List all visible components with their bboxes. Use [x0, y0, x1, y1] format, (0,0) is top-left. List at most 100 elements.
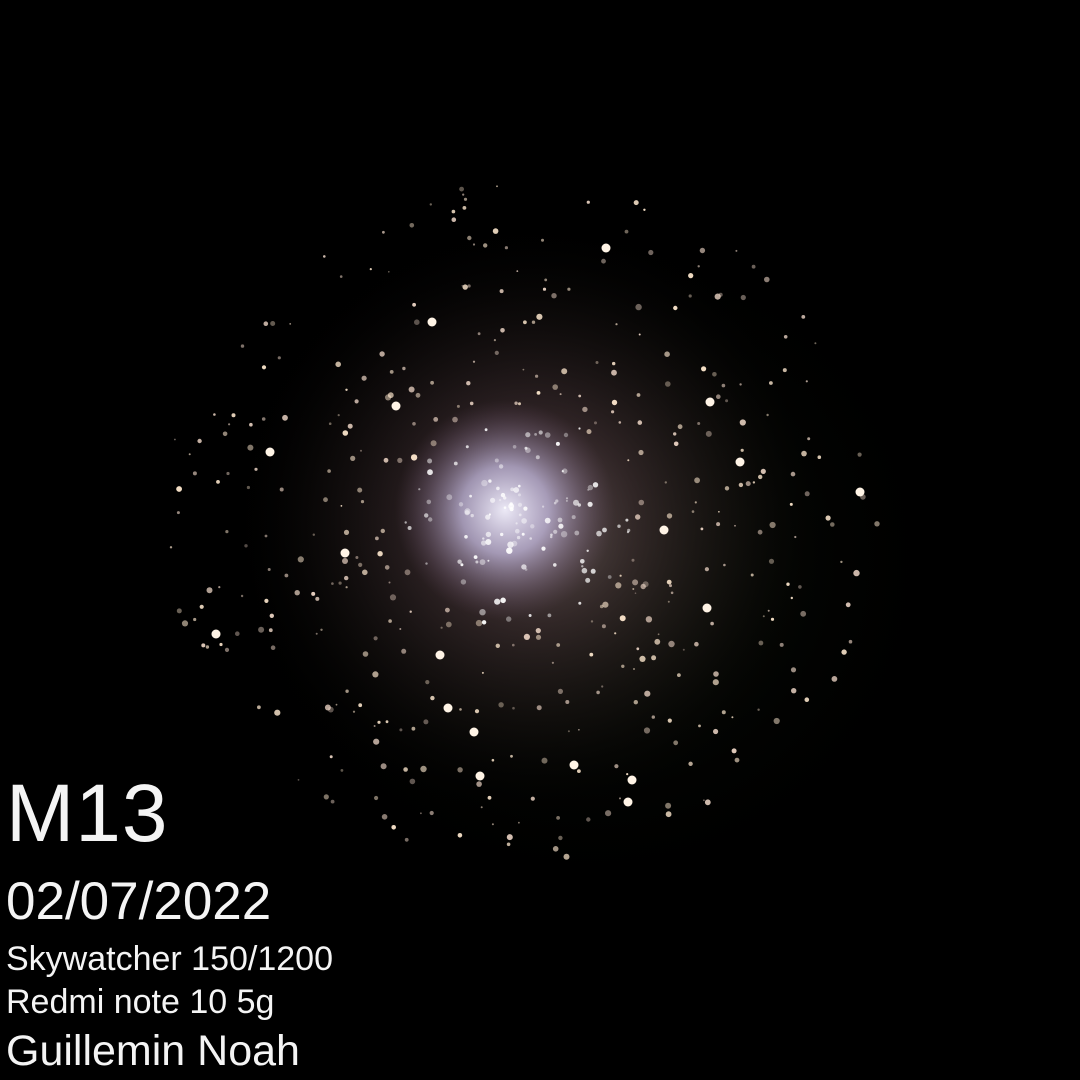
star	[451, 217, 457, 222]
star	[601, 685, 604, 688]
star	[618, 421, 622, 424]
star	[270, 645, 276, 650]
star	[547, 613, 552, 618]
star	[524, 446, 528, 450]
star	[714, 293, 721, 300]
star	[430, 440, 437, 447]
star	[551, 661, 555, 664]
star	[731, 748, 737, 754]
star	[559, 393, 562, 396]
star	[420, 812, 422, 815]
star	[804, 491, 810, 497]
star	[704, 799, 711, 806]
star	[382, 230, 385, 234]
star	[457, 767, 463, 773]
star	[456, 404, 460, 408]
star	[485, 531, 492, 538]
star	[783, 335, 788, 339]
star	[373, 725, 376, 727]
star	[383, 457, 389, 463]
star	[635, 514, 641, 520]
star	[560, 531, 568, 538]
star	[199, 604, 204, 609]
star	[853, 569, 860, 577]
star	[638, 449, 644, 456]
star	[751, 264, 756, 269]
star	[320, 628, 323, 631]
star	[573, 499, 579, 506]
star	[654, 638, 661, 645]
star	[574, 530, 580, 536]
star	[482, 537, 485, 540]
star	[297, 556, 304, 563]
star	[665, 802, 672, 809]
star	[330, 799, 335, 804]
star	[791, 688, 797, 694]
star	[338, 581, 342, 585]
star	[257, 705, 261, 710]
star	[713, 728, 719, 735]
star	[470, 513, 474, 518]
star	[258, 626, 265, 633]
star	[494, 598, 501, 605]
star	[731, 716, 734, 719]
star	[525, 447, 531, 454]
star	[518, 402, 521, 406]
star	[779, 642, 784, 647]
bright-star	[211, 629, 221, 639]
star	[639, 655, 646, 663]
star	[848, 639, 853, 644]
star	[342, 430, 349, 436]
star	[563, 853, 570, 860]
star	[476, 781, 482, 787]
star	[459, 186, 464, 192]
star	[553, 563, 557, 567]
star	[734, 524, 736, 527]
star	[602, 527, 607, 533]
star	[624, 229, 629, 234]
star	[535, 374, 539, 378]
star	[694, 477, 700, 484]
star	[412, 302, 416, 307]
star	[506, 547, 513, 554]
bright-star	[627, 775, 637, 785]
star	[549, 535, 553, 539]
star	[261, 365, 267, 370]
star	[874, 521, 880, 527]
star	[424, 513, 429, 518]
star	[673, 441, 679, 447]
star	[340, 505, 343, 507]
star	[665, 381, 671, 387]
star	[389, 370, 394, 374]
star	[521, 518, 527, 524]
star	[464, 510, 470, 516]
star	[697, 265, 700, 268]
star	[412, 422, 416, 426]
star	[633, 700, 638, 705]
star	[525, 432, 531, 438]
star	[691, 510, 695, 513]
star	[712, 372, 717, 377]
star	[614, 764, 619, 769]
star	[459, 708, 462, 711]
star	[561, 470, 564, 473]
star	[735, 249, 738, 252]
star	[379, 351, 385, 357]
star	[840, 560, 843, 564]
bright-star	[569, 760, 579, 770]
star	[206, 587, 213, 594]
star	[595, 361, 599, 364]
star	[500, 328, 505, 333]
star	[483, 243, 488, 248]
star	[433, 417, 439, 422]
star	[407, 526, 412, 530]
star	[518, 484, 521, 488]
star	[638, 333, 641, 336]
star	[619, 615, 626, 622]
star	[800, 610, 807, 617]
bright-star	[601, 243, 611, 253]
star	[523, 633, 531, 641]
star	[423, 719, 429, 725]
star	[485, 514, 491, 520]
